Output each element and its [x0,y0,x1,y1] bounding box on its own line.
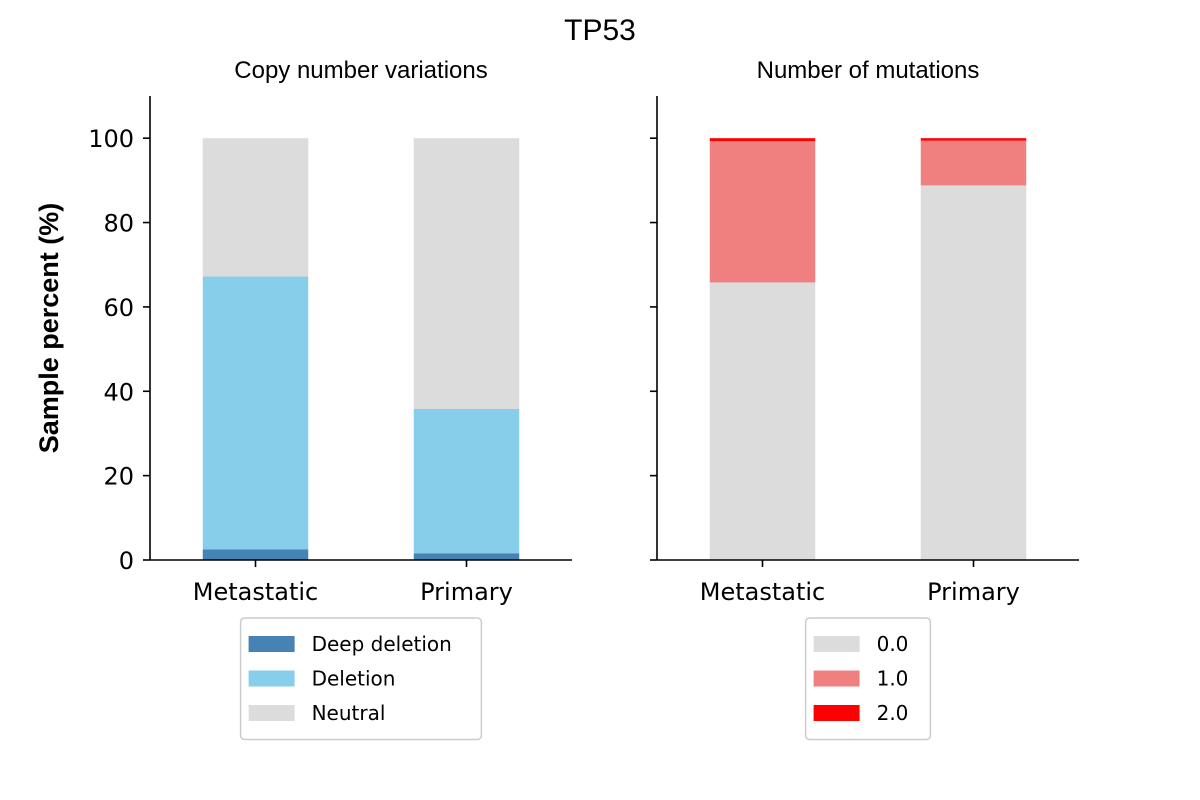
mutations-legend-label: 1.0 [877,667,909,691]
mutations-legend-label: 0.0 [877,632,909,656]
mutations-panel-title: Number of mutations [757,57,980,84]
cnv-y-tick-label: 0 [119,547,134,575]
mutations-x-tick-label: Metastatic [700,578,825,606]
cnv-bar-primary-series-0 [413,553,520,560]
mutations-legend-label: 2.0 [877,701,909,725]
mutations-bars [709,138,1027,560]
cnv-y-tick-label: 80 [103,210,134,238]
mutations-bar-primary-series-2 [920,138,1027,141]
cnv-y-tick-label: 60 [103,294,134,322]
figure-title: TP53 [564,14,636,47]
mutations-bar-metastatic-series-2 [709,138,816,142]
cnv-x-tick-label: Primary [420,578,513,606]
cnv-bar-primary-series-2 [413,138,520,409]
mutations-legend-swatch [813,705,860,721]
cnv-axes: 0 20 40 60 80 100 Metastatic Primary [88,96,572,606]
mutations-bar-primary-series-0 [920,185,1027,560]
cnv-y-tick-label: 100 [88,125,134,153]
cnv-bars [202,138,520,560]
cnv-x-tick-label: Metastatic [193,578,318,606]
mutations-legend-swatch [813,636,860,652]
cnv-legend-label: Neutral [312,701,386,725]
cnv-legend-label: Deep deletion [312,632,452,656]
cnv-legend-swatch [248,670,295,687]
cnv-bar-metastatic-series-2 [202,138,309,277]
cnv-legend-swatch [248,636,295,652]
cnv-y-tick-label: 20 [103,463,134,491]
mutations-bar-primary-series-1 [920,140,1027,186]
cnv-bar-primary-series-1 [413,408,520,554]
cnv-panel-title: Copy number variations [234,57,487,84]
mutations-legend-swatch [813,670,860,687]
mutations-bar-metastatic-series-1 [709,141,816,283]
cnv-legend-box [239,617,483,741]
cnv-legend: Deep deletion Deletion Neutral [239,617,483,741]
mutations-legend: 0.0 1.0 2.0 [804,617,932,741]
mutations-panel: Number of mutations Metastatic Primary 0.… [650,57,1079,741]
mutations-bar-metastatic-series-0 [709,282,816,560]
cnv-bar-metastatic-series-0 [202,549,309,560]
mutations-axes: Metastatic Primary [650,96,1079,606]
cnv-panel: Copy number variations 0 20 40 60 80 100 Metas… [88,57,572,741]
cnv-legend-swatch [248,705,295,721]
cnv-y-tick-label: 40 [103,378,134,406]
mutations-x-tick-label: Primary [927,578,1020,606]
y-axis-label: Sample percent (%) [34,203,64,454]
cnv-bar-metastatic-series-1 [202,276,309,550]
cnv-legend-label: Deletion [312,667,396,691]
